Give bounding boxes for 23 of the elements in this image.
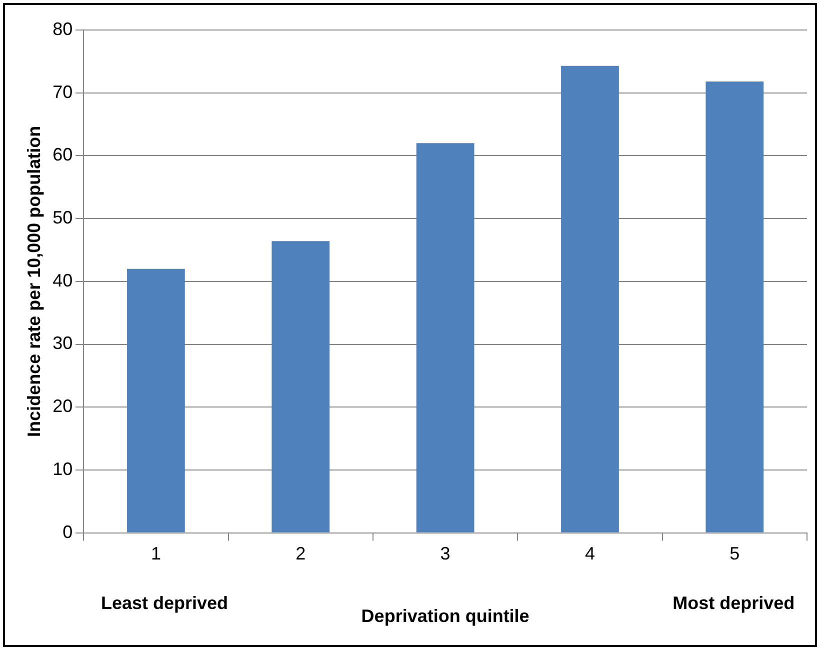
bar (127, 268, 185, 532)
y-tick-label: 10 (52, 458, 73, 479)
y-tick-label: 80 (52, 18, 73, 39)
y-tick-label: 30 (52, 333, 73, 354)
y-tick-label: 70 (52, 82, 73, 102)
x-tick-label: 3 (440, 544, 450, 564)
y-tick-label: 60 (52, 144, 73, 165)
x-axis-title: Deprivation quintile (361, 606, 530, 626)
bar (416, 143, 474, 532)
text: Most deprived (672, 592, 795, 613)
bar (272, 241, 330, 532)
x-tick-label: 4 (584, 544, 595, 564)
y-axis-title: Incidence rate per 10,000 population (24, 126, 44, 437)
y-tick-label: 40 (52, 270, 73, 290)
x-tick-label: 1 (150, 544, 161, 564)
x-tick-label: 5 (730, 544, 740, 564)
x-tick-label: 2 (296, 544, 306, 564)
y-tick-label: 0 (62, 522, 73, 542)
y-tick-label: 20 (52, 396, 73, 416)
y-tick-label: 50 (52, 208, 73, 228)
bar (706, 82, 764, 532)
text: Least deprived (100, 592, 228, 613)
bar (561, 66, 619, 532)
